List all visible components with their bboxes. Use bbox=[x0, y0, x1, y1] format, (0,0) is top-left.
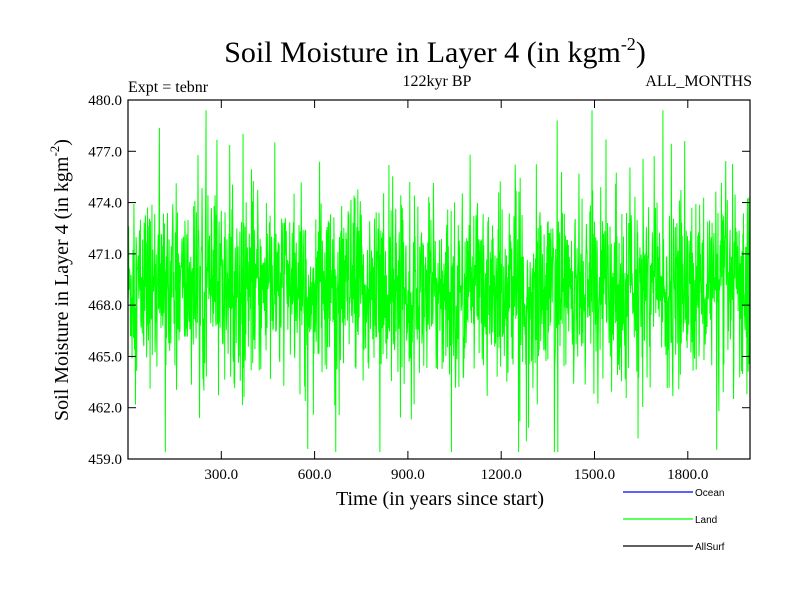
y-tick-label: 465.0 bbox=[88, 349, 122, 365]
x-tick-label: 600.0 bbox=[298, 467, 332, 483]
x-axis: 300.0 600.0 900.0 1200.0 1500.0 1800.0 bbox=[204, 100, 708, 483]
legend-label-ocean: Ocean bbox=[695, 488, 724, 499]
subtitle-left: Expt = tebnr bbox=[128, 79, 209, 96]
x-tick-label: 1800.0 bbox=[667, 467, 708, 483]
y-tick-label: 462.0 bbox=[88, 401, 122, 417]
legend: Ocean Land AllSurf bbox=[623, 488, 725, 553]
y-tick-label: 480.0 bbox=[88, 93, 122, 109]
x-axis-label: Time (in years since start) bbox=[336, 488, 544, 510]
legend-label-land: Land bbox=[695, 515, 717, 526]
subtitle-center: 122kyr BP bbox=[403, 73, 472, 90]
y-axis: 459.0 462.0 465.0 468.0 471.0 474.0 477.0 480.0 bbox=[88, 93, 750, 468]
x-tick-label: 300.0 bbox=[204, 467, 238, 483]
y-axis-label: Soil Moisture in Layer 4 (in kgm-2) bbox=[47, 139, 73, 421]
x-tick-label: 900.0 bbox=[391, 467, 425, 483]
y-tick-label: 477.0 bbox=[88, 144, 122, 160]
subtitle-right: ALL_MONTHS bbox=[645, 73, 752, 90]
x-tick-label: 1200.0 bbox=[481, 467, 522, 483]
y-tick-label: 471.0 bbox=[88, 247, 122, 263]
series-line-land bbox=[128, 110, 750, 453]
y-tick-label: 459.0 bbox=[88, 452, 122, 468]
y-tick-label: 474.0 bbox=[88, 196, 122, 212]
x-tick-label: 1500.0 bbox=[574, 467, 615, 483]
chart-title: Soil Moisture in Layer 4 (in kgm-2) bbox=[224, 34, 646, 69]
plot-frame bbox=[127, 99, 751, 460]
legend-label-allsurf: AllSurf bbox=[695, 542, 725, 553]
y-tick-label: 468.0 bbox=[88, 298, 122, 314]
